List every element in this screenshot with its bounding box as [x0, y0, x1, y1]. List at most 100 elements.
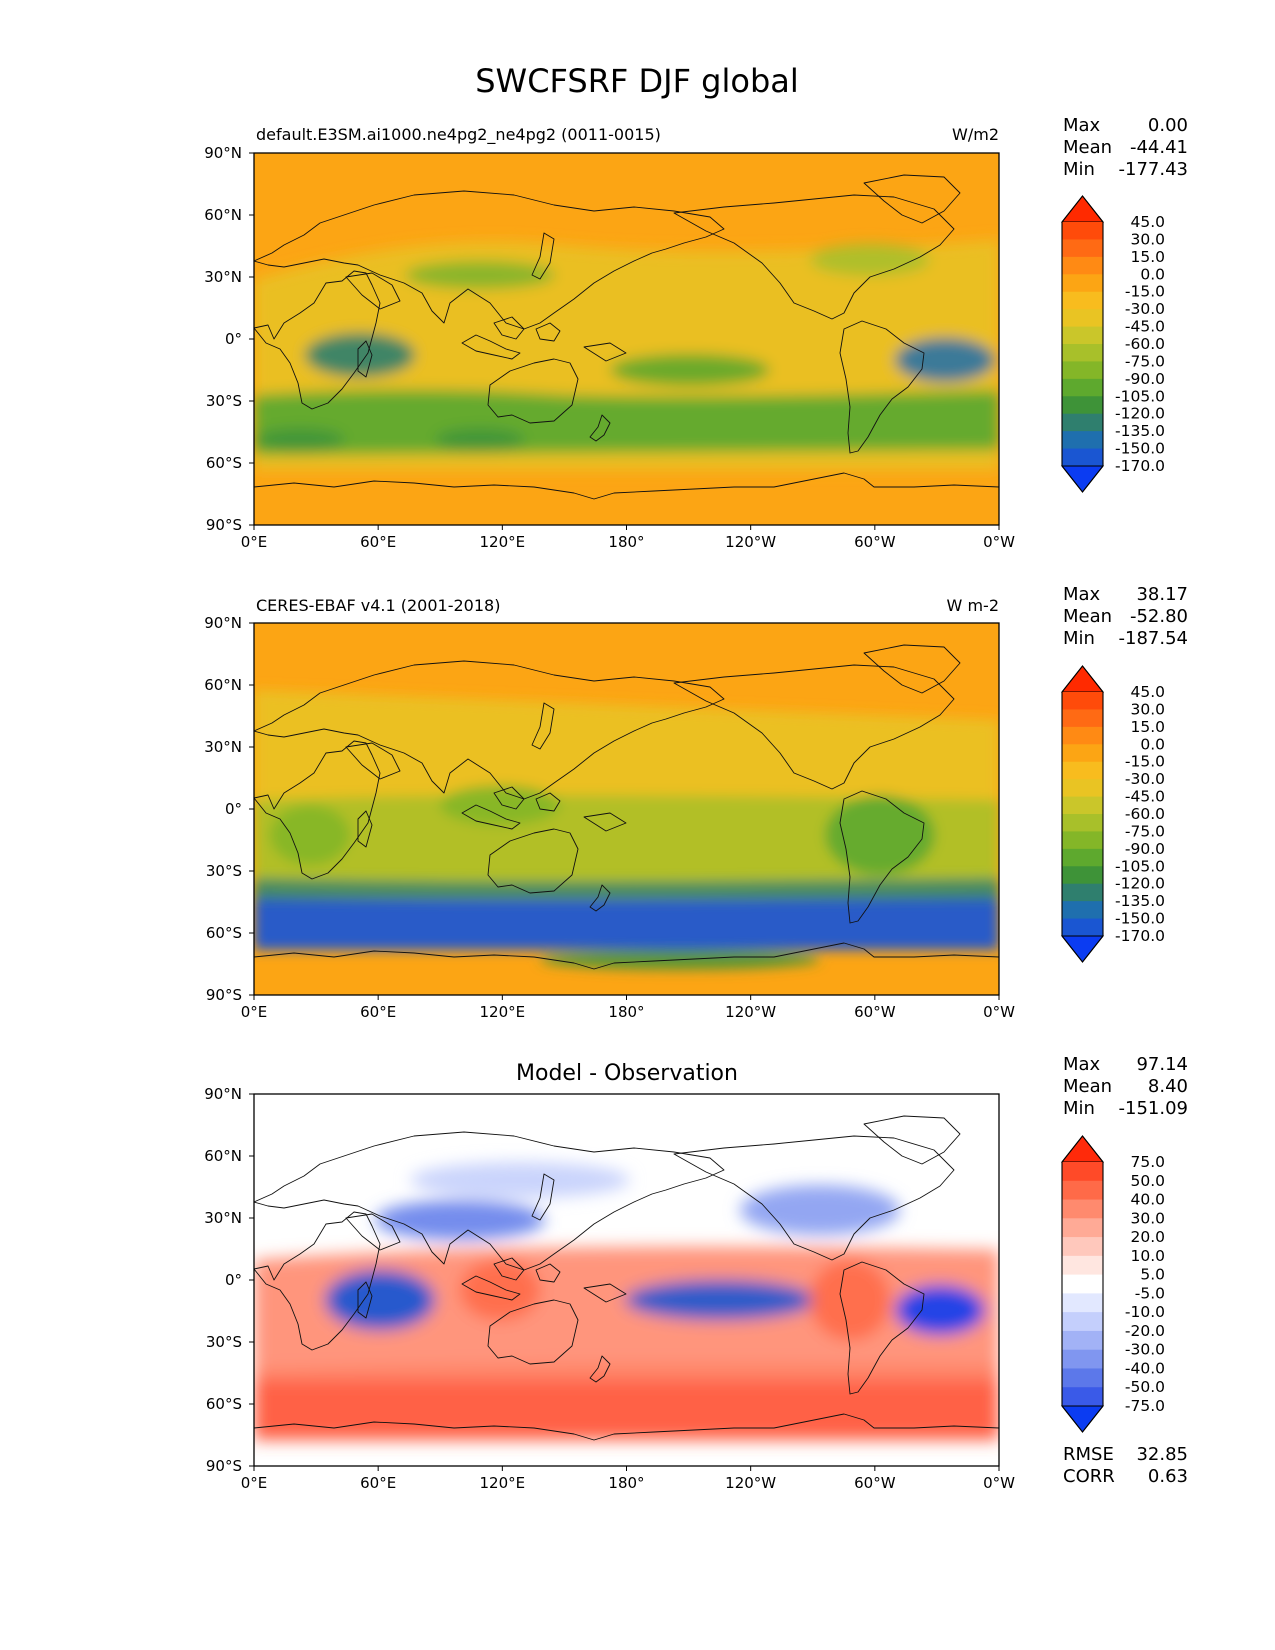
- colorbar-segment: [1062, 256, 1103, 275]
- model-field-blob: [610, 354, 770, 386]
- stat-value: -177.43: [1119, 159, 1188, 180]
- panel-diff: Model - Observation: [253, 1061, 1000, 1467]
- metric-label: CORR: [1063, 1466, 1115, 1487]
- lon-tick-label: 60°W: [854, 533, 896, 551]
- obs-field-blob: [825, 795, 935, 875]
- lon-tick-label: 60°E: [360, 533, 396, 551]
- model-field-blob: [435, 428, 525, 452]
- lat-tick-label: 30°N: [204, 1209, 242, 1227]
- colorbar-segment: [1062, 918, 1103, 937]
- colorbar-extend-max: [1060, 1135, 1105, 1163]
- lat-tick-label: 30°N: [204, 268, 242, 286]
- lon-tick-label: 60°E: [360, 1474, 396, 1492]
- colorbar-level-label: -150.0: [1115, 910, 1165, 928]
- colorbar-level-label: -30.0: [1125, 300, 1165, 318]
- lon-tick-label: 60°W: [854, 1003, 896, 1021]
- colorbar-level-label: 45.0: [1130, 213, 1165, 231]
- colorbar-segment: [1062, 901, 1103, 920]
- stat-label: Min: [1063, 628, 1095, 649]
- colorbar-level-label: -135.0: [1115, 422, 1165, 440]
- colorbar-level-label: -170.0: [1115, 927, 1165, 945]
- model-field-band-green: [254, 390, 999, 455]
- stat-value: 97.14: [1136, 1054, 1188, 1075]
- lat-tick-label: 90°N: [204, 614, 242, 632]
- stat-label: Mean: [1063, 606, 1112, 627]
- colorbar-segment: [1062, 726, 1103, 745]
- diff-field-blob: [625, 1280, 815, 1320]
- colorbar-level-label: -10.0: [1125, 1303, 1165, 1321]
- colorbar-level-label: -75.0: [1125, 352, 1165, 370]
- lat-tick-label: 30°S: [206, 1333, 242, 1351]
- lon-tick-label: 180°: [608, 533, 644, 551]
- colorbar-level-label: -50.0: [1125, 1378, 1165, 1396]
- colorbar-segment: [1062, 344, 1103, 363]
- colorbar-level-label: -105.0: [1115, 387, 1165, 405]
- colorbar-extend-min: [1060, 935, 1105, 963]
- stat-label: Max: [1063, 115, 1101, 136]
- diff-field-map: [254, 1094, 999, 1466]
- stat-label: Mean: [1063, 137, 1112, 158]
- colorbar-level-label: -45.0: [1125, 788, 1165, 806]
- diff-field-blob: [740, 1185, 900, 1235]
- colorbar-segment: [1062, 274, 1103, 293]
- colorbar-level-label: -90.0: [1125, 370, 1165, 388]
- obs-field-band-lightgreen: [254, 795, 999, 900]
- colorbar-level-label: 30.0: [1130, 700, 1165, 718]
- metric-value: 32.85: [1136, 1444, 1188, 1465]
- colorbar-segment: [1062, 309, 1103, 328]
- lat-tick-label: 0°: [225, 800, 242, 818]
- lat-tick-label: 90°N: [204, 1085, 242, 1103]
- lat-tick-label: 30°S: [206, 862, 242, 880]
- model-field-blob: [255, 428, 345, 452]
- colorbar-level-label: -135.0: [1115, 892, 1165, 910]
- diff-field-band-red-tropics: [254, 1246, 999, 1380]
- lat-tick-label: 60°N: [204, 1147, 242, 1165]
- colorbar-level-label: -60.0: [1125, 805, 1165, 823]
- lon-tick-label: 60°E: [360, 1003, 396, 1021]
- colorbar-level-label: 45.0: [1130, 683, 1165, 701]
- panel-obs-units: W m-2: [947, 596, 999, 615]
- colorbar-level-label: 20.0: [1130, 1228, 1165, 1246]
- model-field-blob: [405, 261, 555, 289]
- lon-tick-label: 120°E: [480, 1003, 526, 1021]
- lat-tick-label: 60°S: [206, 1395, 242, 1413]
- lon-tick-label: 0°E: [241, 1003, 268, 1021]
- colorbar-level-label: -15.0: [1125, 753, 1165, 771]
- colorbar-segment: [1062, 1312, 1103, 1332]
- lat-tick-label: 60°S: [206, 454, 242, 472]
- colorbar-segment: [1062, 239, 1103, 258]
- colorbar-segment: [1062, 866, 1103, 885]
- stat-value: 8.40: [1148, 1076, 1188, 1097]
- diff-field-blob: [410, 1162, 630, 1198]
- colorbar-level-label: -90.0: [1125, 840, 1165, 858]
- colorbar-segment: [1062, 326, 1103, 345]
- colorbar-segment: [1062, 1368, 1103, 1388]
- diff-field-blob: [325, 1270, 435, 1330]
- lat-tick-label: 90°N: [204, 144, 242, 162]
- colorbar-level-label: -30.0: [1125, 1341, 1165, 1359]
- colorbar-segment: [1062, 692, 1103, 711]
- colorbar-level-label: 15.0: [1130, 718, 1165, 736]
- colorbar-level-label: -20.0: [1125, 1322, 1165, 1340]
- panel-obs: CERES-EBAF v4.1 (2001-2018) W m-2: [253, 596, 1000, 996]
- lat-tick-label: 60°S: [206, 924, 242, 942]
- colorbar-level-label: -5.0: [1135, 1284, 1165, 1302]
- panel-model-units: W/m2: [952, 125, 999, 144]
- colorbar-segment: [1062, 761, 1103, 780]
- colorbar-level-label: -120.0: [1115, 875, 1165, 893]
- colorbar-outline: [1061, 1135, 1104, 1433]
- colorbar-segment: [1062, 431, 1103, 450]
- panel-diff-title: Model - Observation: [516, 1061, 738, 1086]
- colorbar-extend-min: [1060, 1405, 1105, 1433]
- panel-obs-title: CERES-EBAF v4.1 (2001-2018): [256, 596, 500, 615]
- colorbar-segment: [1062, 361, 1103, 380]
- colorbar-segment: [1062, 1199, 1103, 1219]
- colorbar-segment: [1062, 883, 1103, 902]
- colorbar-segment: [1062, 291, 1103, 310]
- lat-tick-label: 90°S: [206, 986, 242, 1004]
- colorbar-level-label: -60.0: [1125, 335, 1165, 353]
- colorbar-level-label: -75.0: [1125, 822, 1165, 840]
- colorbar-segment: [1062, 1387, 1103, 1407]
- lon-tick-label: 0°E: [241, 533, 268, 551]
